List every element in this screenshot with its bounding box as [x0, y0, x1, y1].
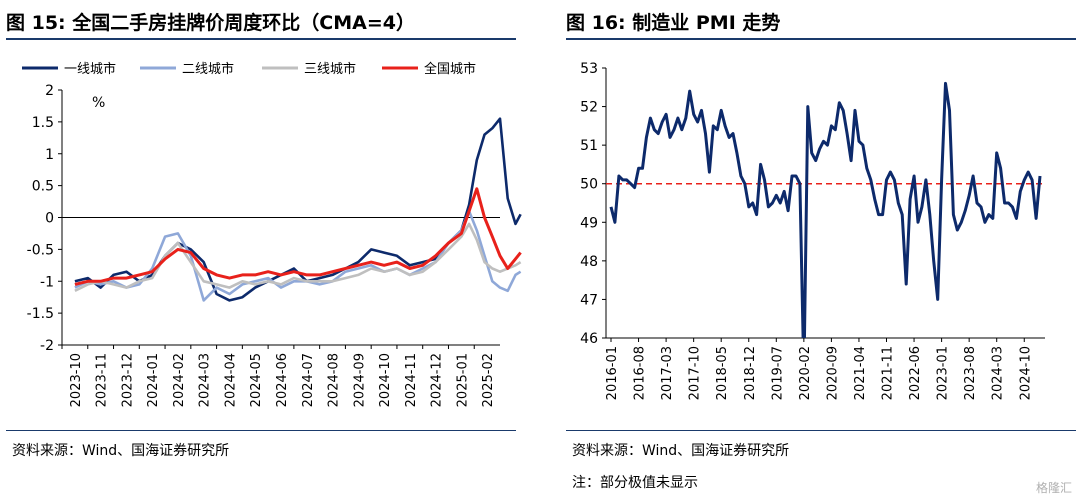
x-tick-label: 2023-01: [936, 346, 951, 400]
x-tick-label: 2022-06: [908, 346, 923, 400]
x-tick-label: 2024-10: [1018, 346, 1033, 400]
x-tick-label: 2021-04: [853, 346, 868, 400]
y-tick-label: 1.5: [32, 115, 54, 131]
x-tick-label: 2021-11: [881, 346, 896, 400]
x-tick-label: 2016-01: [605, 346, 620, 400]
series-line: [74, 209, 522, 302]
left-source: 资料来源：Wind、国海证券研究所: [12, 443, 230, 459]
right-footer-rule: [566, 430, 1076, 431]
watermark-logo: 格隆汇: [1035, 481, 1072, 495]
y-tick-label: 48: [580, 254, 598, 270]
right-title-rule: [566, 38, 1076, 40]
x-tick-label: 2020-02: [798, 346, 813, 400]
series-line: [74, 187, 522, 286]
x-tick-label: 2024-10: [378, 353, 393, 407]
series-line: [74, 222, 522, 292]
x-tick-label: 2024-04: [223, 353, 238, 407]
right-chart: 53 52 51 50 49 48 47 46 2016-01 2016-08 2017-03 201…: [580, 61, 1045, 400]
y-tick-label: 49: [580, 215, 598, 231]
x-tick-label: 2024-03: [991, 346, 1006, 400]
x-tick-label: 2024-08: [327, 353, 342, 407]
x-tick-label: 2016-08: [633, 346, 648, 400]
legend-label: 三线城市: [304, 61, 356, 77]
x-tick-label: 2024-06: [275, 353, 290, 407]
y-tick-label: 1: [45, 147, 54, 163]
x-tick-label: 2024-07: [301, 353, 316, 407]
right-source: 资料来源：Wind、国海证券研究所: [572, 443, 790, 459]
left-title-rule: [6, 38, 516, 40]
x-tick-label: 2023-10: [69, 353, 84, 407]
y-tick-label: -0.5: [27, 242, 54, 258]
y-tick-label: 52: [580, 100, 598, 116]
right-panel: 图 16: 制造业 PMI 走势 53 52 51 50 49 48 47 46 2016-01…: [560, 0, 1080, 502]
x-tick-label: 2023-12: [120, 353, 135, 407]
y-tick-label: -1.5: [27, 306, 54, 322]
y-tick-label: 0: [45, 211, 54, 227]
x-tick-label: 2020-09: [825, 346, 840, 400]
legend-label: 二线城市: [182, 61, 234, 77]
y-tick-label: 2: [45, 83, 54, 99]
x-tick-label: 2023-08: [963, 346, 978, 400]
y-tick-label: -2: [40, 338, 54, 354]
y-tick-label: 53: [580, 61, 598, 77]
x-tick-label: 2018-05: [715, 346, 730, 400]
left-panel: 图 15: 全国二手房挂牌价周度环比（CMA=4） 一线城市 二线城市 三线城市 全国…: [6, 12, 522, 459]
right-chart-title: 图 16: 制造业 PMI 走势: [566, 12, 781, 34]
left-footer-rule: [6, 430, 516, 431]
y-tick-label: 51: [580, 138, 598, 154]
x-tick-label: 2024-12: [430, 353, 445, 407]
x-tick-label: 2024-11: [404, 353, 419, 407]
y-tick-label: 50: [580, 177, 598, 193]
y-tick-label: 47: [580, 292, 598, 308]
unit-label: %: [92, 95, 105, 111]
legend-label: 一线城市: [64, 61, 116, 77]
x-tick-label: 2023-11: [95, 353, 110, 407]
x-tick-label: 2024-01: [146, 353, 161, 407]
x-tick-label: 2024-02: [172, 353, 187, 407]
y-tick-label: 0.5: [32, 179, 54, 195]
y-tick-label: -1: [40, 274, 54, 290]
x-tick-label: 2024-05: [249, 353, 264, 407]
x-tick-label: 2025-01: [455, 353, 470, 407]
x-tick-label: 2017-10: [688, 346, 703, 400]
right-note: 注：部分极值未显示: [572, 475, 698, 491]
x-tick-label: 2025-02: [481, 353, 496, 407]
x-tick-label: 2024-09: [352, 353, 367, 407]
pmi-line: [609, 81, 1042, 338]
left-chart-title: 图 15: 全国二手房挂牌价周度环比（CMA=4）: [6, 12, 415, 34]
legend-label: 全国城市: [424, 61, 476, 77]
x-tick-label: 2024-03: [198, 353, 213, 407]
x-tick-label: 2019-07: [770, 346, 785, 400]
x-tick-label: 2018-12: [743, 346, 758, 400]
left-chart: 一线城市 二线城市 三线城市 全国城市 2 1.5 1 0.5 0 -0.5 -1 -1.5 -2% 20…: [22, 61, 522, 407]
y-tick-label: 46: [580, 331, 598, 347]
x-tick-label: 2017-03: [660, 346, 675, 400]
